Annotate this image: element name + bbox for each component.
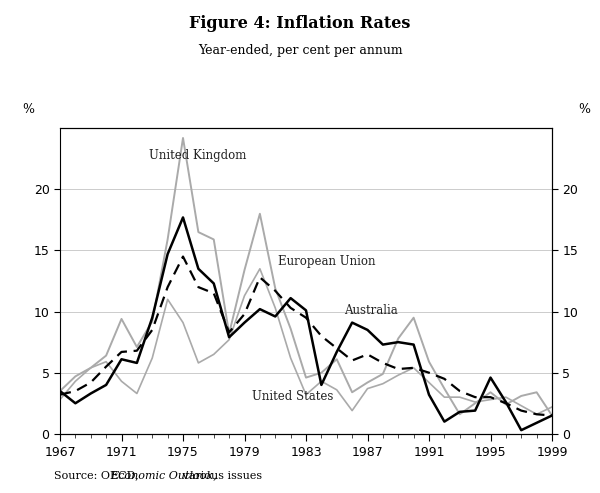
Text: Year-ended, per cent per annum: Year-ended, per cent per annum xyxy=(197,44,403,57)
Text: %: % xyxy=(578,103,590,116)
Text: Source: OECD,: Source: OECD, xyxy=(54,471,142,481)
Text: United Kingdom: United Kingdom xyxy=(149,149,247,162)
Text: various issues: various issues xyxy=(179,471,262,481)
Text: United States: United States xyxy=(252,389,334,403)
Text: Figure 4: Inflation Rates: Figure 4: Inflation Rates xyxy=(190,15,410,32)
Text: European Union: European Union xyxy=(278,255,376,268)
Text: %: % xyxy=(22,103,34,116)
Text: Economic Outlook,: Economic Outlook, xyxy=(110,471,217,481)
Text: Australia: Australia xyxy=(344,304,398,317)
